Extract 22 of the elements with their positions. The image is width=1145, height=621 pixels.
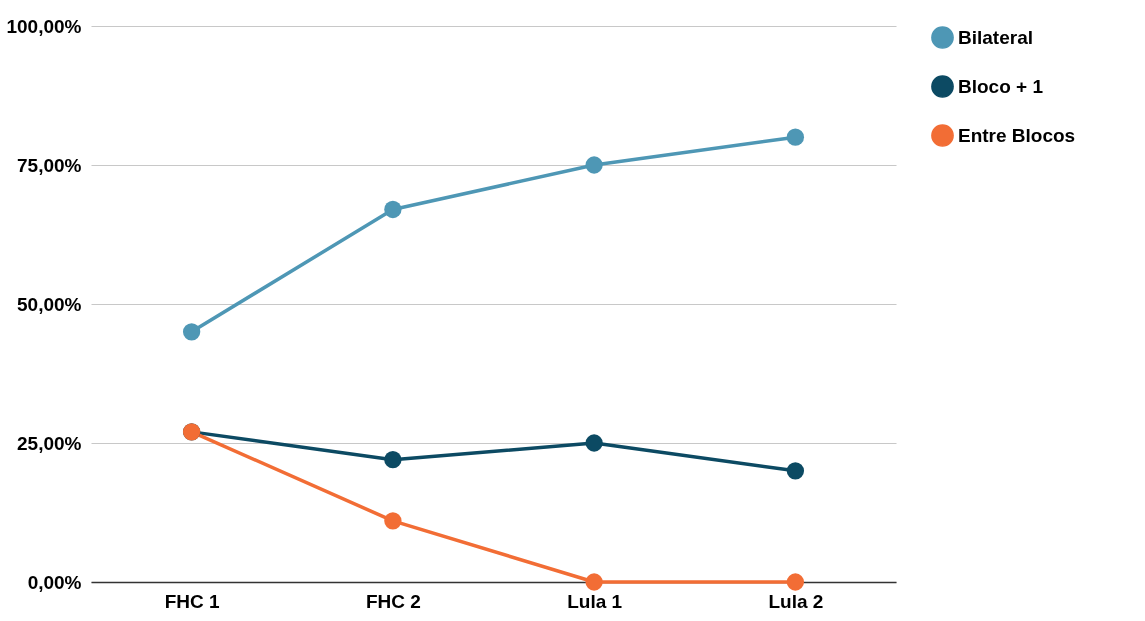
point xyxy=(384,200,402,219)
legend-label: Bloco + 1 xyxy=(958,75,1044,97)
point xyxy=(384,512,402,530)
point xyxy=(786,462,805,480)
point xyxy=(384,451,402,469)
point xyxy=(786,128,805,146)
y-tick-label: 25,00% xyxy=(17,432,82,454)
x-tick-label: Lula 2 xyxy=(768,590,824,612)
x-tick-label: FHC 1 xyxy=(164,590,220,612)
point xyxy=(585,156,603,174)
point xyxy=(585,434,603,452)
legend-label: Bilateral xyxy=(958,26,1033,48)
y-tick-label: 50,00% xyxy=(17,293,82,315)
y-tick-label: 0,00% xyxy=(27,571,82,593)
legend-label: Entre Blocos xyxy=(958,124,1076,146)
point xyxy=(585,573,603,591)
x-tick-label: FHC 2 xyxy=(365,590,421,612)
point xyxy=(786,573,805,591)
y-tick-label: 100,00% xyxy=(6,15,82,37)
y-tick-label: 75,00% xyxy=(17,154,82,176)
point xyxy=(182,323,201,341)
x-tick-label: Lula 1 xyxy=(567,590,623,612)
